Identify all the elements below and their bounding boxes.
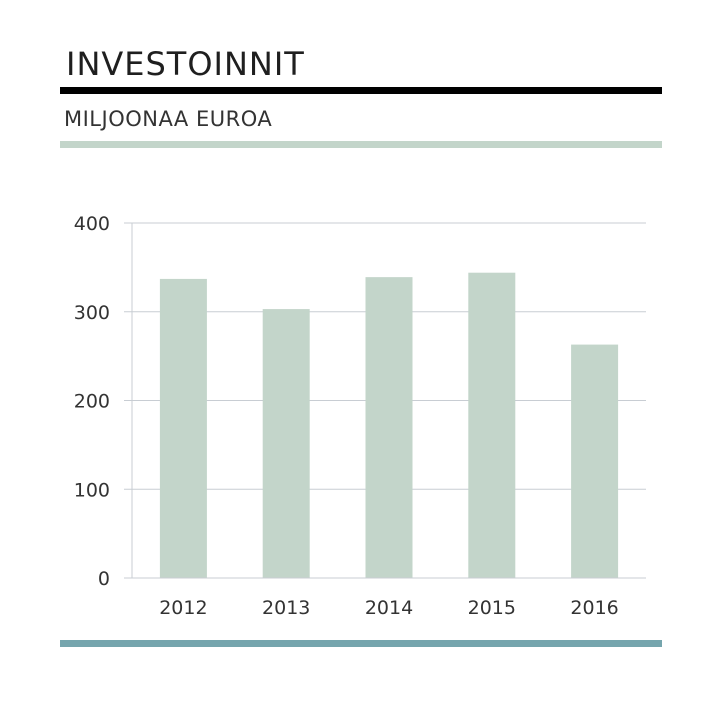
- x-tick-label: 2012: [159, 597, 207, 619]
- y-tick-label: 200: [74, 391, 110, 413]
- y-tick-label: 400: [74, 213, 110, 235]
- bar-2015: [468, 272, 516, 578]
- footer-divider: [60, 640, 662, 647]
- x-tick-label: 2013: [262, 597, 310, 619]
- subtitle-divider: [60, 141, 662, 148]
- bar-2016: [571, 344, 619, 578]
- title-divider: [60, 87, 662, 94]
- bar-2012: [159, 278, 207, 578]
- y-tick-label: 0: [98, 568, 110, 590]
- x-tick-label: 2014: [365, 597, 413, 619]
- x-tick-label: 2015: [468, 597, 516, 619]
- bar-2014: [365, 277, 413, 578]
- x-tick-label: 2016: [570, 597, 618, 619]
- y-tick-label: 300: [74, 302, 110, 324]
- chart-subtitle: MILJOONAA EUROA: [64, 107, 273, 131]
- y-tick-label: 100: [74, 479, 110, 501]
- chart-title: INVESTOINNIT: [66, 45, 305, 83]
- bar-2013: [262, 309, 310, 578]
